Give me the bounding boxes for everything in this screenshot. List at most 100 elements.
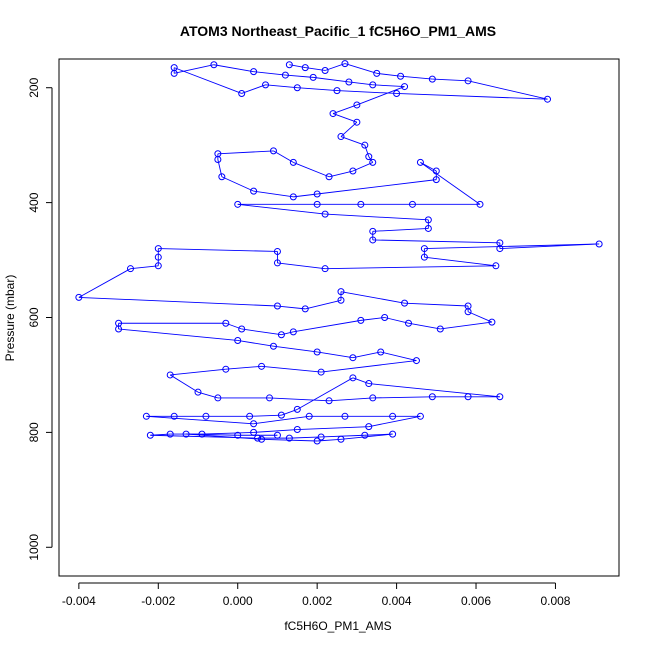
x-tick-label: -0.004: [62, 594, 96, 608]
data-point: [333, 87, 341, 95]
data-point: [289, 158, 297, 166]
series-segment: [332, 104, 358, 114]
series-segment: [325, 265, 496, 270]
series-segment: [400, 75, 433, 80]
series-segment: [432, 78, 469, 82]
data-point: [341, 412, 349, 420]
y-tick-label: 600: [27, 307, 41, 327]
data-point: [262, 81, 270, 89]
data-point: [313, 348, 321, 356]
series-segment: [213, 64, 254, 73]
data-point: [317, 433, 325, 441]
series-segment: [78, 296, 278, 307]
x-tick-label: -0.002: [141, 594, 175, 608]
series-segment: [344, 63, 377, 74]
data-point: [285, 61, 293, 69]
data-point: [289, 193, 297, 201]
series-segment: [265, 84, 298, 89]
series-segment: [273, 150, 294, 163]
data-point: [349, 354, 357, 362]
series-segment: [321, 360, 417, 373]
series-segment: [467, 311, 493, 323]
data-point: [154, 262, 162, 270]
series-segment: [424, 243, 600, 250]
data-point: [198, 430, 206, 438]
data-point: [369, 81, 377, 89]
data-point: [365, 423, 373, 431]
data-point: [401, 299, 409, 307]
data-point: [369, 394, 377, 402]
series-segment: [321, 434, 365, 438]
data-point: [405, 319, 413, 327]
data-point: [246, 412, 254, 420]
series-segment: [186, 433, 238, 436]
data-point: [428, 393, 436, 401]
data-point: [301, 305, 309, 313]
data-point: [202, 412, 210, 420]
data-point: [361, 431, 369, 439]
series-segment: [368, 415, 421, 428]
data-point: [420, 253, 428, 261]
data-point: [166, 371, 174, 379]
data-point: [416, 158, 424, 166]
data-point: [218, 173, 226, 181]
data-point: [496, 393, 504, 401]
series-segment: [253, 415, 310, 425]
data-point: [115, 325, 123, 333]
data-point: [337, 435, 345, 443]
data-point: [464, 393, 472, 401]
data-point: [285, 434, 293, 442]
data-point: [146, 431, 154, 439]
data-point: [389, 412, 397, 420]
data-point: [222, 319, 230, 327]
data-point: [424, 216, 432, 224]
data-point: [317, 368, 325, 376]
series-segment: [277, 305, 306, 310]
data-point: [313, 437, 321, 445]
series-segment: [340, 136, 365, 146]
data-point: [373, 69, 381, 77]
data-point: [488, 318, 496, 326]
data-point: [214, 156, 222, 164]
data-point: [353, 101, 361, 109]
data-point: [349, 167, 357, 175]
series-segment: [293, 319, 361, 333]
data-point: [273, 431, 281, 439]
series-segment: [158, 248, 278, 252]
series-segment: [281, 331, 294, 336]
series-segment: [380, 351, 417, 362]
series-segment: [356, 86, 405, 106]
data-point: [337, 296, 345, 304]
series-segment: [241, 84, 266, 94]
data-point: [412, 357, 420, 365]
data-point: [397, 72, 405, 80]
data-point: [341, 60, 349, 68]
data-point: [432, 176, 440, 184]
series-segment: [289, 436, 322, 439]
series-segment: [261, 438, 318, 442]
data-point: [273, 302, 281, 310]
series-segment: [325, 213, 429, 221]
series-segment: [261, 365, 322, 373]
data-point: [329, 110, 337, 118]
data-point: [313, 200, 321, 208]
data-point: [337, 288, 345, 296]
data-point: [476, 200, 484, 208]
series-segment: [352, 351, 381, 359]
data-point: [357, 200, 365, 208]
series-segment: [253, 190, 294, 198]
series-segment: [348, 81, 373, 86]
series-segment: [253, 429, 298, 433]
data-point: [269, 147, 277, 155]
data-point: [154, 245, 162, 253]
data-point: [595, 240, 603, 248]
series-segment: [237, 203, 326, 215]
data-point: [273, 247, 281, 255]
data-point: [301, 64, 309, 72]
data-point: [222, 365, 230, 373]
series-segment: [146, 415, 254, 425]
data-point: [166, 430, 174, 438]
series-segment: [297, 377, 354, 410]
series-segment: [170, 368, 226, 376]
series-segment: [360, 317, 385, 321]
